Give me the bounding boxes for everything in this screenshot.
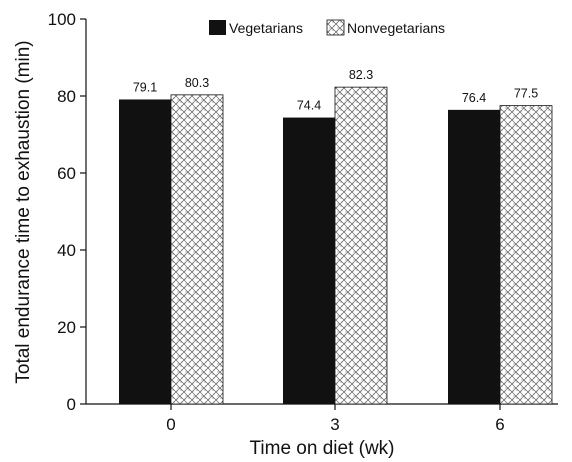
y-axis-title: Total endurance time to exhaustion (min) — [13, 40, 34, 383]
bar-value-label: 76.4 — [462, 91, 486, 105]
bars-group — [119, 86, 553, 405]
y-tick-label: 0 — [67, 395, 76, 414]
bar-vegetarians — [448, 109, 500, 405]
y-tick-label: 40 — [57, 241, 76, 260]
y-tick-label: 100 — [48, 10, 76, 29]
y-tick-label: 20 — [57, 318, 76, 337]
x-tick-label: 6 — [495, 415, 504, 434]
data-labels-group: 79.1 80.3 74.4 82.3 76.4 77.5 — [133, 68, 538, 112]
x-tick-label: 3 — [330, 415, 339, 434]
bar-nonvegetarians — [499, 105, 553, 405]
bar-value-label: 80.3 — [185, 76, 209, 90]
y-axis-ticks: 0 20 40 60 80 100 — [48, 10, 86, 414]
bar-value-label: 77.5 — [514, 87, 538, 101]
bar-vegetarians — [283, 117, 335, 404]
legend-label-vegetarians: Vegetarians — [229, 20, 303, 36]
bar-vegetarians — [119, 99, 171, 404]
bar-nonvegetarians — [170, 94, 224, 405]
legend: Vegetarians Nonvegetarians — [209, 19, 445, 36]
bar-value-label: 79.1 — [133, 80, 157, 94]
legend-swatch-vegetarians — [209, 20, 226, 35]
bar-nonvegetarians — [334, 86, 388, 405]
legend-label-nonvegetarians: Nonvegetarians — [347, 20, 445, 36]
x-axis-ticks: 0 3 6 — [166, 404, 505, 434]
x-axis-title: Time on diet (wk) — [250, 438, 395, 459]
y-tick-label: 80 — [57, 87, 76, 106]
y-tick-label: 60 — [57, 164, 76, 183]
x-tick-label: 0 — [166, 415, 175, 434]
bar-value-label: 82.3 — [349, 68, 373, 82]
bar-value-label: 74.4 — [297, 99, 321, 113]
legend-swatch-nonvegetarians — [326, 19, 345, 36]
